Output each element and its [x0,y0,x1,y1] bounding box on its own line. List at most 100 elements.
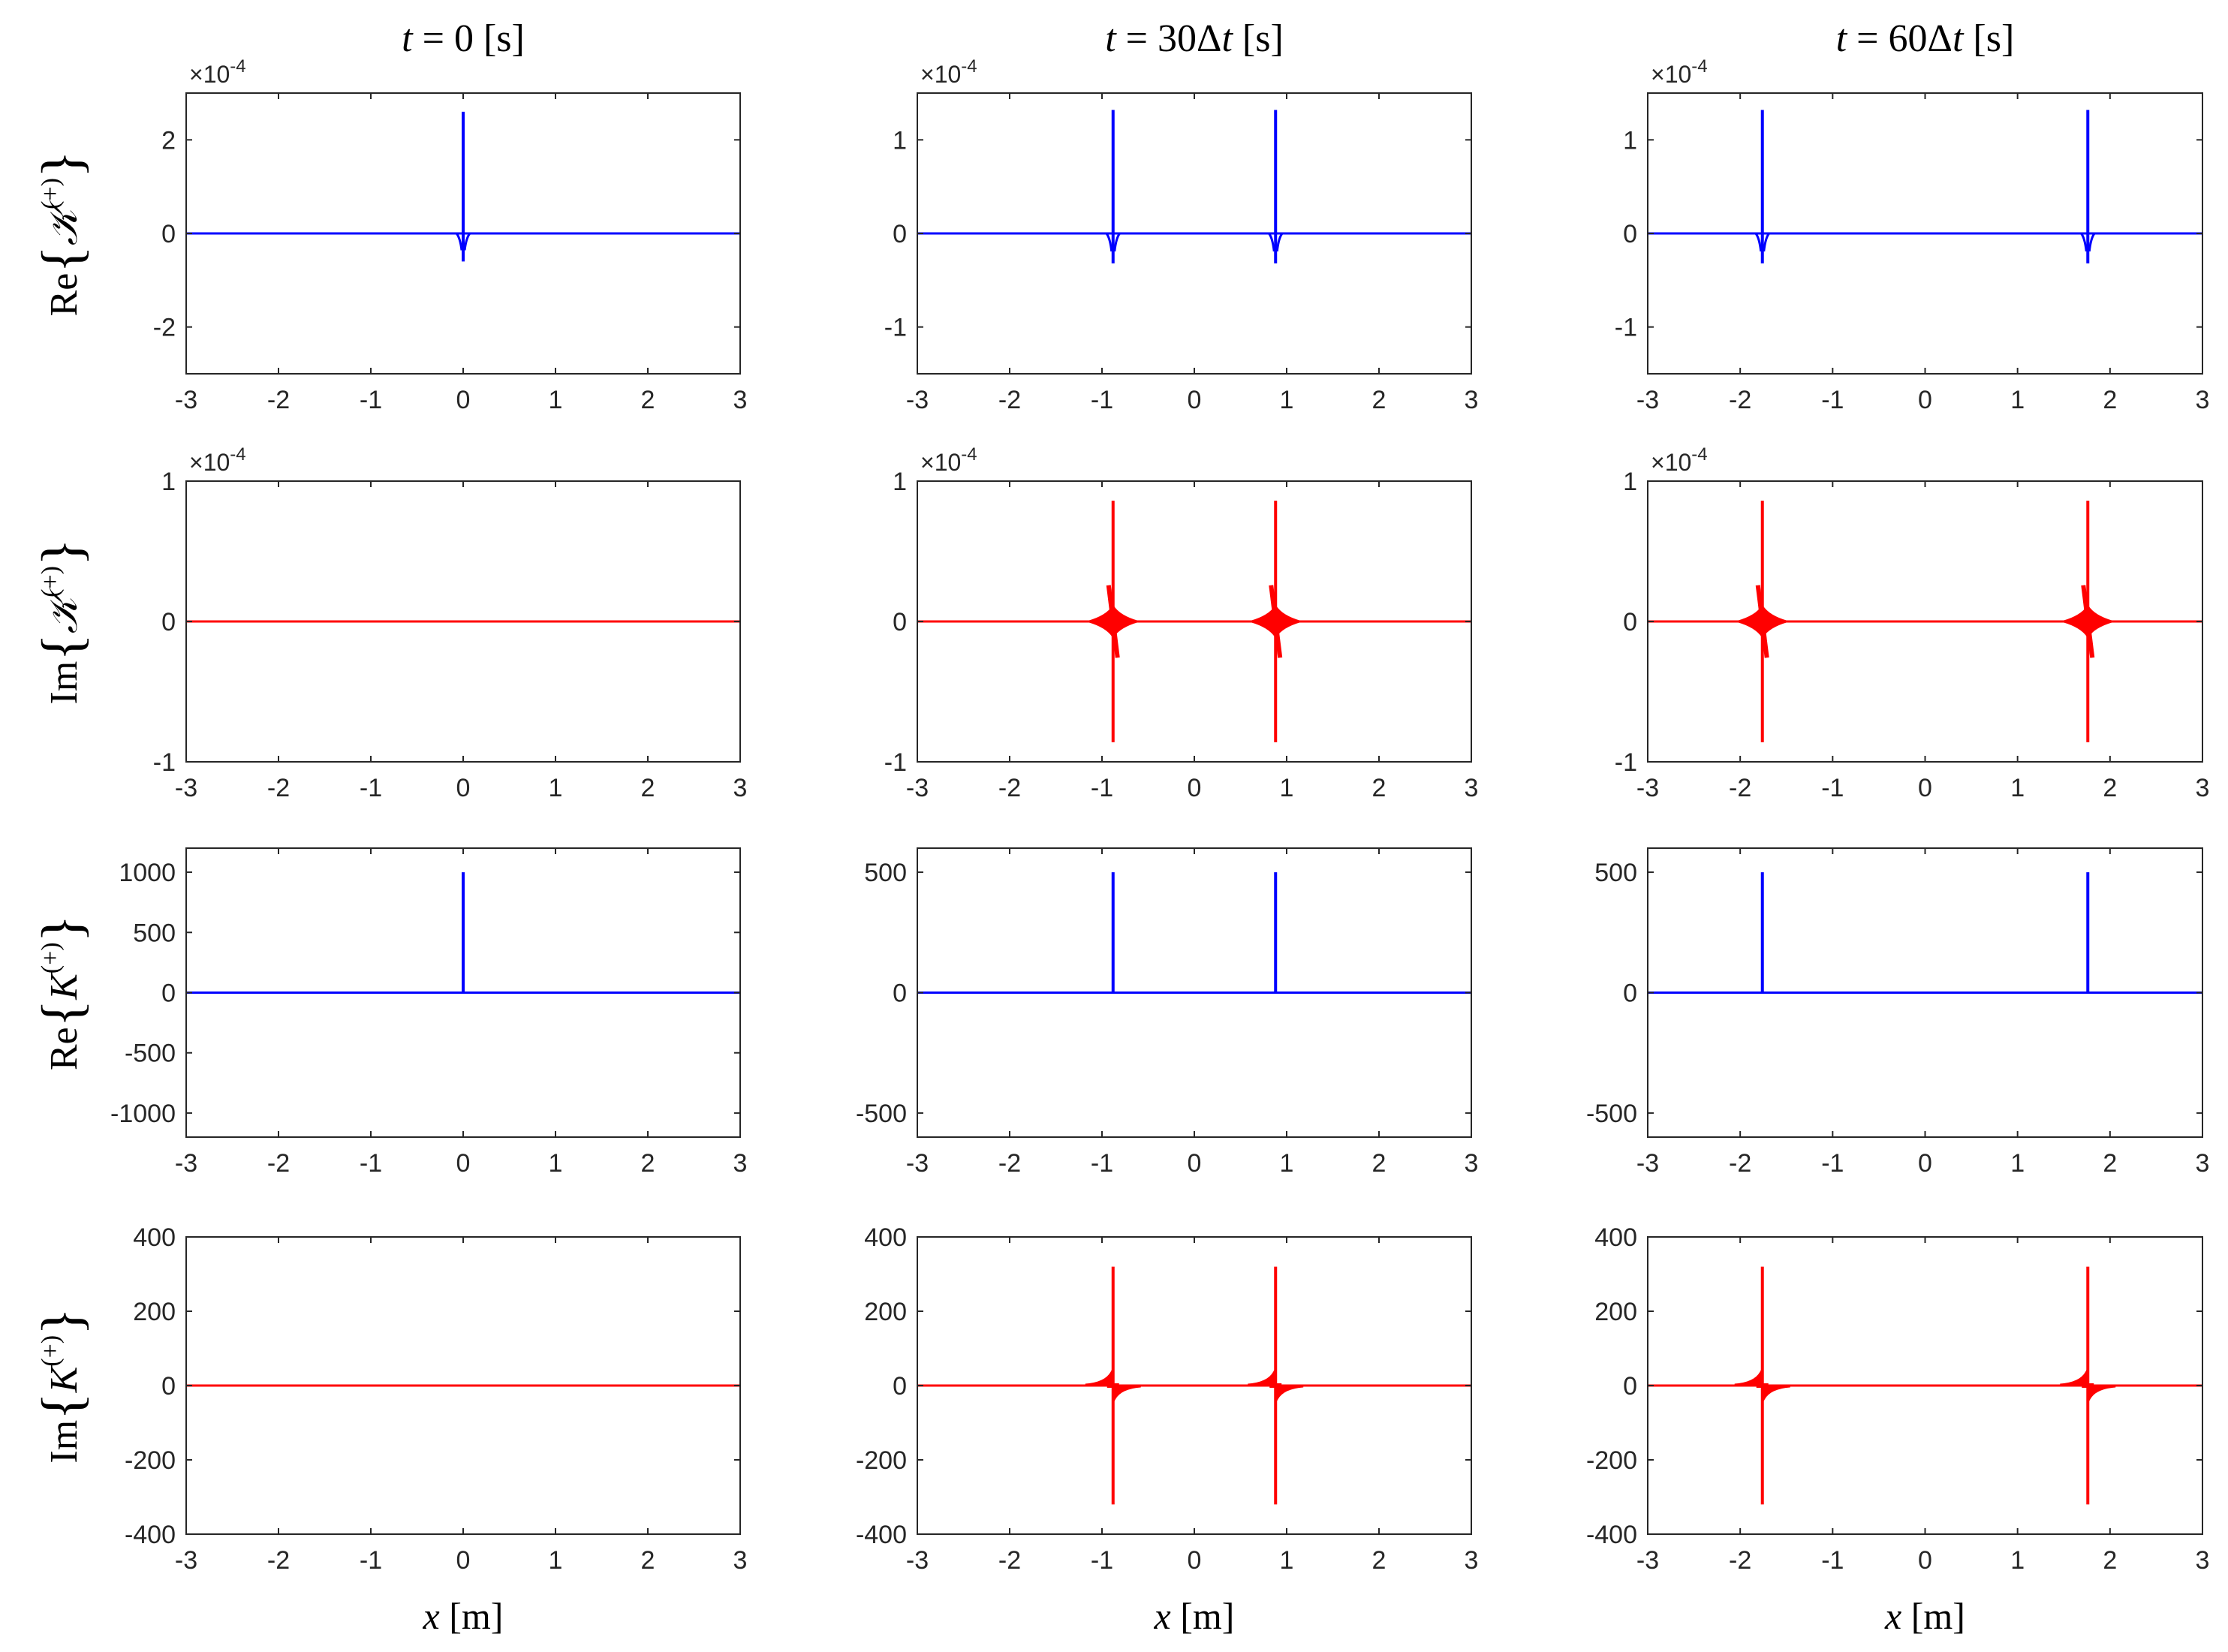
row-label-2: Re{K(+)} [31,915,94,1070]
y-tick-label: -1 [153,748,176,777]
x-tick-label: 0 [1188,1149,1202,1178]
x-tick-label: -3 [906,1546,929,1575]
x-tick-label: -3 [1636,1546,1659,1575]
row-label-text: Im{𝒦(+)} [31,539,94,705]
axis-exponent: ×10-4 [1651,56,1708,88]
x-tick-label: -2 [1729,1546,1751,1575]
y-tick-label: -1000 [110,1100,176,1128]
x-tick-label: -2 [1729,774,1751,802]
peak-right-lobe [1113,1384,1141,1404]
y-tick-label: -1 [884,314,907,342]
axis-exponent: ×10-4 [189,444,246,476]
y-tick-label: 0 [1623,220,1637,248]
x-tick-label: -1 [1091,774,1113,802]
x-tick-label: 1 [1280,1546,1294,1575]
x-tick-label: -2 [267,386,290,414]
y-tick-label: 0 [893,979,907,1008]
x-tick-label: -3 [906,1149,929,1178]
x-tick-label: -2 [267,1149,290,1178]
y-tick-label: -1 [1615,748,1637,777]
x-tick-label: 1 [549,774,563,802]
x-tick-label: 1 [2010,386,2025,414]
x-tick-label: 1 [1280,1149,1294,1178]
x-tick-label: -2 [1729,1149,1751,1178]
x-tick-label: -3 [906,774,929,802]
x-tick-label: 1 [2010,1149,2025,1178]
x-tick-label: 0 [1918,1149,1932,1178]
x-axis-label: x [m] [1884,1595,1965,1637]
y-tick-label: 500 [1594,859,1637,887]
x-tick-label: -2 [998,386,1021,414]
peak-left-lobe [1734,1368,1763,1387]
x-tick-label: 3 [733,1149,748,1178]
row-label-0: Re{𝒦(+)} [31,151,94,317]
panel-r2-c0: -3 -2 -1 0 1 2 3 -1000 -500 0 500 1000 [110,847,748,1178]
column-title-2: t = 60Δt [s] [1836,17,2015,60]
panel-r1-c1: -3 -2 -1 0 1 2 3 -1 0 1 ×10-4 [884,444,1479,802]
y-tick-label: 0 [1623,1372,1637,1401]
row-label-text: Re{𝒦(+)} [31,151,94,317]
x-tick-label: 2 [641,386,655,414]
peak-left-lobe [2060,1368,2088,1387]
x-tick-label: -1 [360,1149,382,1178]
series-im [917,1266,1471,1505]
panel-r0-c1: -3 -2 -1 0 1 2 3 -1 0 1 ×10-4 [884,56,1479,414]
y-tick-label: -400 [125,1521,176,1549]
y-tick-label: 2 [161,126,176,155]
x-tick-label: 1 [549,1546,563,1575]
x-tick-label: -3 [1636,386,1659,414]
y-tick-label: -400 [1586,1521,1637,1549]
x-tick-label: 0 [1918,386,1932,414]
x-tick-label: 1 [2010,774,2025,802]
x-tick-label: 0 [1188,774,1202,802]
peak-core [1269,585,1283,658]
x-tick-label: -2 [998,774,1021,802]
axis-exponent: ×10-4 [920,56,977,88]
peak-shoulder [1754,233,1770,252]
x-tick-label: 0 [456,774,471,802]
x-tick-label: 1 [1280,386,1294,414]
x-tick-label: -3 [906,386,929,414]
y-tick-label: 200 [864,1298,907,1326]
x-tick-label: 1 [549,386,563,414]
y-tick-label: 400 [1594,1223,1637,1252]
x-tick-label: 2 [2103,1149,2117,1178]
x-tick-label: -1 [1091,1149,1113,1178]
peak-shoulder [455,233,471,251]
panel-r3-c1: -3 -2 -1 0 1 2 3 -400 -200 0 200 400 x [m] [856,1223,1479,1637]
x-tick-label: -1 [360,1546,382,1575]
column-title-1: t = 30Δt [s] [1105,17,1284,60]
column-titles: t = 0 [s] t = 30Δt [s] t = 60Δt [s] [402,17,2014,60]
x-tick-label: -3 [175,1149,197,1178]
x-tick-label: 3 [2196,774,2210,802]
y-tick-label: -500 [1586,1100,1637,1128]
panels: -3 -2 -1 0 1 2 3 -2 0 2 ×10-4 -3 -2 -1 0 1 2 3 -1 0 1 ×10-4 -3… [110,56,2209,1637]
y-tick-label: -1 [884,748,907,777]
peak-left-lobe [1248,1368,1275,1387]
x-tick-label: 3 [733,1546,748,1575]
x-tick-label: 3 [1465,1149,1479,1178]
row-label-3: Im{K(+)} [31,1307,94,1463]
series-re [186,111,740,262]
peak-shoulder [1105,233,1121,252]
x-tick-label: -1 [1821,1149,1844,1178]
series-im [917,501,1471,742]
panel-r3-c0: -3 -2 -1 0 1 2 3 -400 -200 0 200 400 x [m] [125,1223,748,1637]
x-tick-label: -1 [1091,1546,1113,1575]
x-tick-label: 0 [456,386,471,414]
x-tick-label: 1 [2010,1546,2025,1575]
y-tick-label: 1000 [119,859,176,887]
y-tick-label: 0 [161,1372,176,1401]
x-tick-label: -3 [175,1546,197,1575]
axis-exponent: ×10-4 [920,444,977,476]
x-tick-label: 3 [2196,1149,2210,1178]
y-tick-label: -1 [1615,314,1637,342]
y-tick-label: 1 [893,126,907,155]
y-tick-label: 400 [133,1223,176,1252]
peak-right-lobe [1275,1384,1304,1404]
y-tick-label: -500 [125,1040,176,1068]
series-re [1648,110,2202,263]
x-tick-label: 0 [1188,386,1202,414]
x-tick-label: 2 [641,1149,655,1178]
y-tick-label: 0 [1623,608,1637,636]
